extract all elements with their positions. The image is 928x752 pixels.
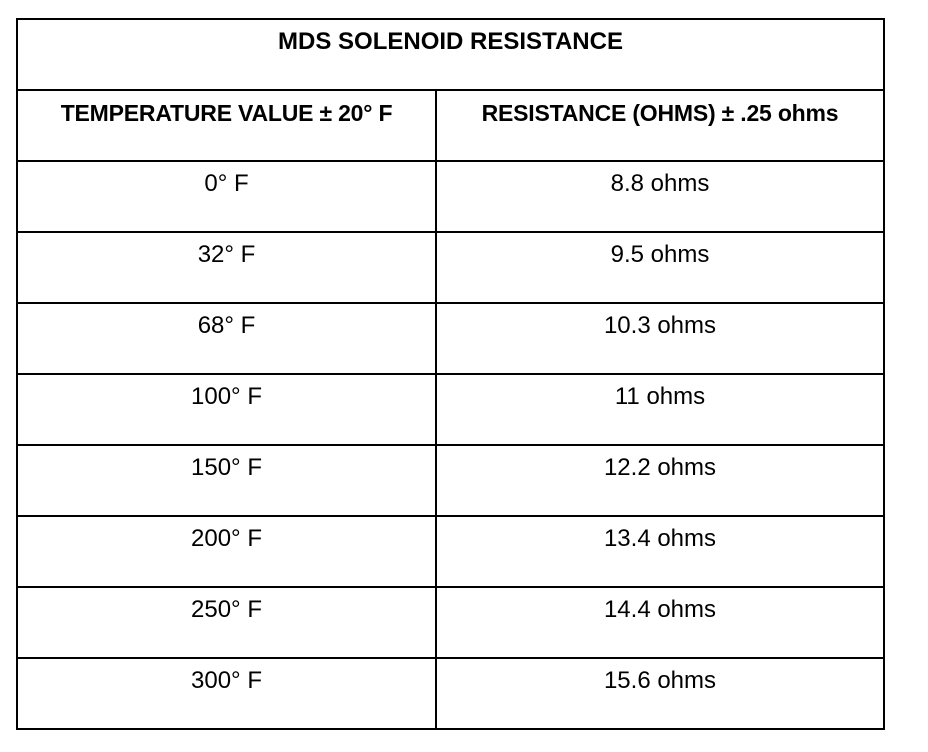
temperature-cell: 150° F — [16, 444, 437, 517]
resistance-cell: 10.3 ohms — [435, 302, 885, 375]
table-row: 100° F 11 ohms — [16, 373, 885, 446]
title-row: MDS SOLENOID RESISTANCE — [16, 18, 885, 91]
temperature-cell: 300° F — [16, 657, 437, 730]
resistance-cell: 12.2 ohms — [435, 444, 885, 517]
table-row: 32° F 9.5 ohms — [16, 231, 885, 304]
resistance-cell: 9.5 ohms — [435, 231, 885, 304]
temperature-cell: 200° F — [16, 515, 437, 588]
table-row: 200° F 13.4 ohms — [16, 515, 885, 588]
temperature-cell: 0° F — [16, 160, 437, 233]
column-header: TEMPERATURE VALUE ± 20° F — [16, 89, 437, 162]
temperature-cell: 100° F — [16, 373, 437, 446]
resistance-cell: 14.4 ohms — [435, 586, 885, 659]
temperature-cell: 68° F — [16, 302, 437, 375]
table-row: 150° F 12.2 ohms — [16, 444, 885, 517]
table-row: 0° F 8.8 ohms — [16, 160, 885, 233]
temperature-cell: 250° F — [16, 586, 437, 659]
table-title: MDS SOLENOID RESISTANCE — [16, 18, 885, 91]
resistance-cell: 11 ohms — [435, 373, 885, 446]
temperature-cell: 32° F — [16, 231, 437, 304]
resistance-cell: 15.6 ohms — [435, 657, 885, 730]
column-header: RESISTANCE (OHMS) ± .25 ohms — [435, 89, 885, 162]
header-row: TEMPERATURE VALUE ± 20° F RESISTANCE (OH… — [16, 89, 885, 162]
table-row: 300° F 15.6 ohms — [16, 657, 885, 730]
resistance-table: MDS SOLENOID RESISTANCE TEMPERATURE VALU… — [16, 18, 885, 730]
resistance-cell: 13.4 ohms — [435, 515, 885, 588]
table-row: 250° F 14.4 ohms — [16, 586, 885, 659]
table-row: 68° F 10.3 ohms — [16, 302, 885, 375]
resistance-cell: 8.8 ohms — [435, 160, 885, 233]
